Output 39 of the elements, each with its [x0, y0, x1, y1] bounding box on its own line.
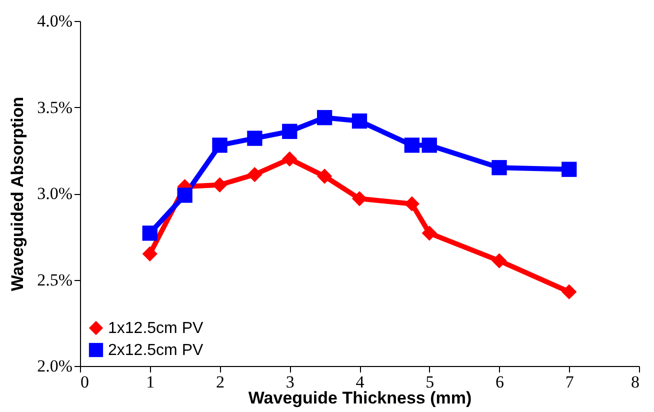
point: [282, 151, 298, 167]
point: [422, 226, 437, 241]
point: [404, 196, 420, 212]
legend-label: 2x12.5cm PV: [108, 342, 204, 359]
x-tick-label: 3: [286, 372, 294, 392]
point: [316, 110, 332, 126]
x-tick-label: 7: [565, 372, 574, 392]
x-tick-label: 5: [426, 372, 434, 392]
x-tick-label: 4: [356, 372, 365, 392]
point: [562, 284, 577, 300]
point: [352, 113, 368, 129]
point: [404, 138, 420, 153]
x-axis-title: Waveguide Thickness (mm): [248, 388, 472, 408]
x-tick-label: 0: [80, 372, 89, 392]
point: [212, 177, 228, 192]
point: [247, 166, 262, 182]
point: [177, 188, 192, 203]
legend-label: 1x12.5cm PV: [108, 320, 204, 337]
y-tick-label: 2.5%: [37, 270, 72, 290]
point: [422, 138, 437, 153]
y-tick-label: 4.0%: [37, 12, 72, 30]
y-tick-label: 3.0%: [37, 184, 72, 203]
point: [247, 130, 262, 146]
point: [352, 191, 368, 206]
point: [316, 168, 332, 184]
x-tick-label: 8: [631, 372, 640, 392]
point: [492, 253, 507, 268]
point: [212, 138, 228, 153]
point: [142, 246, 158, 262]
point: [142, 226, 158, 241]
point: [562, 162, 577, 177]
x-tick-label: 6: [496, 372, 504, 392]
x-tick-label: 1: [146, 372, 155, 392]
point: [492, 160, 507, 176]
y-tick-label: 3.5%: [37, 98, 72, 117]
point: [282, 124, 298, 139]
x-tick-label: 2: [216, 372, 224, 392]
y-axis-title: Waveguided Absorption: [8, 96, 28, 292]
y-tick-label: 2.0%: [37, 356, 72, 376]
